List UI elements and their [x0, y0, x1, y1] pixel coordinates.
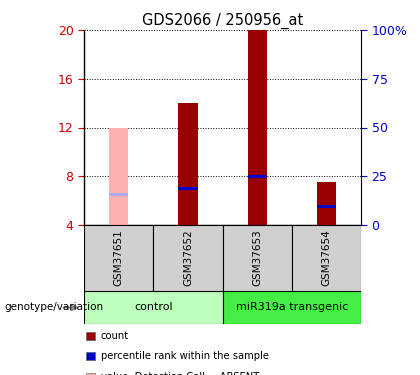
Text: percentile rank within the sample: percentile rank within the sample	[101, 351, 269, 361]
Bar	[109, 128, 129, 225]
Text: genotype/variation: genotype/variation	[4, 303, 103, 312]
Bar	[317, 182, 336, 225]
Bar	[86, 332, 95, 340]
Bar	[247, 30, 267, 225]
Text: GDS2066 / 250956_at: GDS2066 / 250956_at	[142, 13, 303, 29]
Bar	[223, 225, 292, 291]
Bar	[84, 225, 153, 291]
Bar	[223, 291, 361, 324]
Bar	[292, 225, 361, 291]
Bar	[247, 175, 267, 178]
Bar	[109, 193, 129, 196]
Bar	[86, 373, 95, 375]
Bar	[178, 103, 198, 225]
Text: GSM37653: GSM37653	[252, 230, 262, 286]
Text: value, Detection Call = ABSENT: value, Detection Call = ABSENT	[101, 372, 259, 375]
Text: GSM37652: GSM37652	[183, 230, 193, 286]
Text: GSM37651: GSM37651	[114, 230, 123, 286]
Bar	[153, 225, 223, 291]
Text: control: control	[134, 303, 173, 312]
Text: miR319a transgenic: miR319a transgenic	[236, 303, 348, 312]
Text: count: count	[101, 331, 129, 340]
Text: GSM37654: GSM37654	[322, 230, 331, 286]
Bar	[178, 187, 198, 190]
Bar	[86, 352, 95, 360]
Bar	[84, 291, 223, 324]
Bar	[317, 206, 336, 208]
